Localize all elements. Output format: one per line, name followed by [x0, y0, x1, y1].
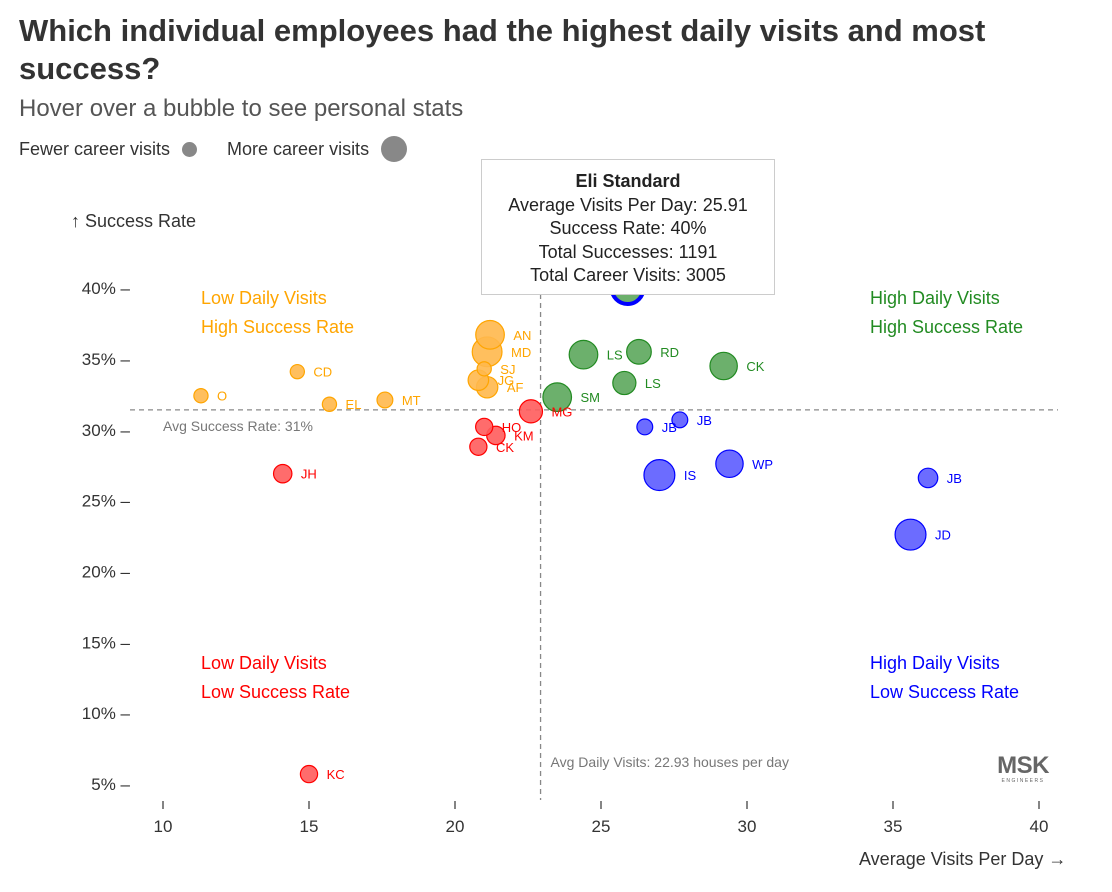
bubble-label: JH — [301, 467, 317, 482]
bubble-label: AN — [513, 328, 531, 343]
bubble-label: CD — [313, 365, 332, 380]
x-tick-label: 10 — [154, 817, 173, 836]
x-tick-label: 30 — [738, 817, 757, 836]
quadrant-label-top-right: High Daily Visits — [870, 288, 1000, 308]
bubble-label: WP — [752, 457, 773, 472]
employee-bubble — [469, 437, 488, 456]
employee-bubble — [272, 463, 293, 484]
bubble-label: SM — [581, 390, 601, 405]
quadrant-label-bottom-left: Low Daily Visits — [201, 653, 327, 673]
quadrant-label-top-right: High Success Rate — [870, 317, 1023, 337]
bubble-label: O — [217, 389, 227, 404]
employee-bubble — [709, 351, 738, 381]
quadrant-label-top-left: High Success Rate — [201, 317, 354, 337]
bubble-label: CK — [496, 440, 514, 455]
employee-bubble — [715, 449, 744, 479]
tooltip-success-rate: Success Rate: 40% — [549, 218, 707, 238]
y-tick-label: 35% – — [82, 350, 131, 369]
bubble-label: LS — [607, 348, 623, 363]
employee-bubble — [636, 418, 654, 436]
tooltip-total-successes: Total Successes: 1191 — [538, 241, 718, 262]
y-axis-label: ↑ Success Rate — [71, 211, 197, 231]
y-tick-label: 25% – — [82, 492, 131, 511]
x-tick-label: 20 — [446, 817, 465, 836]
size-legend: Fewer career visits More career visits — [19, 134, 408, 164]
bubble-label: AF — [507, 380, 524, 395]
employee-bubble — [475, 319, 505, 350]
employee-bubble — [542, 382, 573, 413]
tooltip-total-visits: Total Career Visits: 3005 — [530, 265, 726, 285]
employee-bubble — [643, 459, 676, 492]
bubble-label: JB — [697, 413, 712, 428]
bubble-label: JD — [935, 528, 951, 543]
bubble-label: CK — [746, 359, 764, 374]
employee-bubble — [193, 388, 209, 404]
hover-tooltip: Eli Standard Average Visits Per Day: 25.… — [481, 159, 775, 295]
bubble-label: JB — [662, 420, 677, 435]
msk-logo: MSK ENGINEERS — [993, 752, 1053, 785]
employee-bubble — [376, 391, 394, 409]
employee-bubble — [568, 339, 599, 370]
bubble-label: IS — [684, 468, 697, 483]
employee-bubble — [518, 399, 544, 424]
bubble-label: MT — [402, 393, 421, 408]
employee-bubble — [917, 467, 939, 489]
y-tick-label: 30% – — [82, 421, 131, 440]
x-tick-label: 40 — [1030, 817, 1049, 836]
avg-visits-label: Avg Daily Visits: 22.93 houses per day — [551, 754, 789, 770]
tooltip-avg-visits: Average Visits Per Day: 25.91 — [508, 194, 748, 215]
y-tick-label: 15% – — [82, 633, 131, 652]
legend-more-label: More career visits — [227, 138, 370, 159]
x-tick-label: 15 — [300, 817, 319, 836]
employee-bubble — [299, 764, 319, 784]
employee-bubble — [321, 396, 338, 412]
avg-success-label: Avg Success Rate: 31% — [163, 418, 313, 434]
quadrant-label-top-left: Low Daily Visits — [201, 288, 327, 308]
chart-title: Which individual employees had the highe… — [19, 13, 986, 86]
logo-subtext: ENGINEERS — [1001, 778, 1045, 784]
bubble-label: RD — [660, 345, 679, 360]
x-tick-label: 35 — [884, 817, 903, 836]
employee-bubble — [289, 363, 306, 380]
bubble-label: SJ — [500, 362, 515, 377]
x-axis-label: Average Visits Per Day → — [859, 849, 1067, 869]
bubble-label: HO — [502, 420, 521, 435]
bubble-label: KC — [327, 767, 345, 782]
legend-large-circle-icon — [381, 136, 408, 162]
y-tick-label: 10% – — [82, 704, 131, 723]
employee-bubble — [894, 518, 927, 551]
employee-bubble — [612, 370, 637, 396]
legend-fewer-label: Fewer career visits — [19, 138, 171, 159]
bubble-label: KM — [514, 428, 534, 443]
employee-bubble — [475, 417, 494, 437]
bubble-label: EL — [346, 397, 362, 412]
y-tick-label: 5% – — [91, 775, 130, 794]
quadrant-label-bottom-left: Low Success Rate — [201, 682, 350, 702]
bubble-label: LS — [645, 376, 661, 391]
quadrant-label-bottom-right: Low Success Rate — [870, 682, 1019, 702]
employee-bubble — [626, 338, 652, 365]
tooltip-name: Eli Standard — [575, 171, 681, 191]
x-tick-label: 25 — [592, 817, 611, 836]
bubble-label: JB — [947, 471, 962, 486]
logo-text: MSK — [997, 752, 1049, 779]
bubble-label: MG — [551, 404, 572, 419]
employee-bubble — [476, 361, 492, 377]
legend-small-circle-icon — [182, 141, 198, 157]
quadrant-label-bottom-right: High Daily Visits — [870, 653, 1000, 673]
y-tick-label: 20% – — [82, 562, 131, 581]
bubble-label: JG — [498, 373, 515, 388]
employee-bubble — [671, 411, 689, 429]
bubble-label: MD — [511, 345, 531, 360]
chart-subtitle: Hover over a bubble to see personal stat… — [19, 95, 464, 122]
y-tick-label: 40% – — [82, 279, 131, 298]
